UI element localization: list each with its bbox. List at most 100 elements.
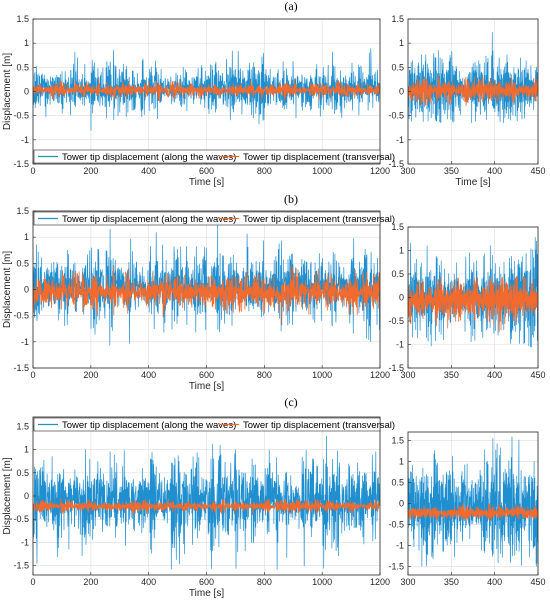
y-tick-label: 1.5 <box>391 222 404 232</box>
x-tick-label: 400 <box>141 166 156 176</box>
legend: Tower tip displacement (along the waves)… <box>33 211 395 226</box>
x-tick-label: 400 <box>487 370 502 380</box>
panel-label: (c) <box>284 395 297 409</box>
x-tick-label: 300 <box>400 370 415 380</box>
x-tick-label: 1000 <box>312 166 332 176</box>
x-axis-label: Time [s] <box>455 177 490 188</box>
x-tick-label: 300 <box>400 166 415 176</box>
y-tick-label: 1.5 <box>16 206 29 216</box>
y-tick-label: 0.5 <box>391 477 404 487</box>
x-tick-label: 600 <box>199 166 214 176</box>
y-tick-label: 0.5 <box>391 269 404 279</box>
legend-entry-text: Tower tip displacement (along the waves) <box>62 420 236 431</box>
y-tick-label: -0.5 <box>388 520 404 530</box>
y-tick-label: -1 <box>396 135 404 145</box>
y-tick-label: -1 <box>21 135 29 145</box>
y-tick-label: 0 <box>399 87 404 97</box>
y-tick-label: 0 <box>399 293 404 303</box>
x-tick-label: 800 <box>257 166 272 176</box>
chart-b-zoom: 300 350 400 450 -1.5 -1 -0.5 0 0.5 1 1.5 <box>388 222 545 380</box>
legend-entry-text: Tower tip displacement (transversal) <box>243 152 395 163</box>
panel-label: (a) <box>284 0 297 13</box>
y-tick-label: 1.5 <box>16 14 29 24</box>
y-tick-label: -0.5 <box>13 111 29 121</box>
y-tick-label: 1 <box>399 456 404 466</box>
x-tick-label: 450 <box>530 577 545 587</box>
y-tick-label: 0 <box>399 499 404 509</box>
legend: Tower tip displacement (along the waves)… <box>33 417 395 432</box>
x-tick-label: 1200 <box>370 166 390 176</box>
x-tick-label: 400 <box>141 577 156 587</box>
legend-box <box>33 211 381 226</box>
y-tick-label: -0.5 <box>388 316 404 326</box>
y-tick-label: -1.5 <box>13 159 29 169</box>
x-tick-label: 350 <box>444 577 459 587</box>
y-tick-label: 1 <box>24 445 29 455</box>
x-tick-label: 0 <box>30 166 35 176</box>
series-line-transversal <box>408 503 538 521</box>
x-tick-label: 1200 <box>370 370 390 380</box>
x-tick-label: 400 <box>141 370 156 380</box>
x-tick-label: 450 <box>530 166 545 176</box>
y-tick-label: -1 <box>21 337 29 347</box>
legend-entry-text: Tower tip displacement (along the waves) <box>62 152 236 163</box>
y-tick-label: -1.5 <box>388 159 404 169</box>
y-tick-label: 1 <box>24 38 29 48</box>
y-tick-label: -1 <box>21 537 29 547</box>
panel-label: (b) <box>284 192 298 206</box>
y-axis-label: Displacement [m] <box>2 53 13 130</box>
series-line-along <box>33 435 380 570</box>
y-tick-label: 0.5 <box>391 62 404 72</box>
y-tick-label: -1.5 <box>388 363 404 373</box>
x-tick-label: 1200 <box>370 577 390 587</box>
y-tick-label: 1.5 <box>391 14 404 24</box>
x-tick-label: 1000 <box>312 370 332 380</box>
y-tick-label: 1 <box>399 38 404 48</box>
series-line-transversal <box>408 75 538 107</box>
x-tick-label: 200 <box>83 370 98 380</box>
x-tick-label: 350 <box>444 166 459 176</box>
y-tick-label: 0 <box>24 491 29 501</box>
x-tick-label: 600 <box>199 370 214 380</box>
chart-c-full: 0 200 400 600 800 1000 1200 -1.5 -1 -0.5 0 0.5 1 1.5 T… <box>2 395 395 599</box>
y-tick-label: 0 <box>24 87 29 97</box>
series-line-transversal <box>33 78 380 102</box>
y-tick-label: 0 <box>24 285 29 295</box>
series-line-transversal <box>408 275 538 332</box>
y-axis-label: Displacement [m] <box>2 251 13 328</box>
legend: Tower tip displacement (along the waves)… <box>33 149 395 164</box>
x-tick-label: 350 <box>444 370 459 380</box>
x-tick-label: 1000 <box>312 577 332 587</box>
legend-entry-text: Tower tip displacement (transversal) <box>243 420 395 431</box>
x-tick-label: 0 <box>30 370 35 380</box>
x-axis-label: Time [s] <box>189 177 224 188</box>
x-tick-label: 400 <box>487 577 502 587</box>
chart-a-zoom: 300 350 400 450 -1.5 -1 -0.5 0 0.5 1 1.5 Time [s] <box>388 14 545 188</box>
y-tick-label: 1 <box>24 232 29 242</box>
legend-entry-text: Tower tip displacement (transversal) <box>243 214 395 225</box>
x-tick-label: 300 <box>400 577 415 587</box>
y-tick-label: -1 <box>396 541 404 551</box>
y-tick-label: -1.5 <box>13 561 29 571</box>
series-line-transversal <box>33 497 380 515</box>
legend-entry-text: Tower tip displacement (along the waves) <box>62 214 236 225</box>
y-tick-label: 1.5 <box>391 435 404 445</box>
x-axis-label: Time [s] <box>189 588 224 599</box>
x-tick-label: 800 <box>257 370 272 380</box>
x-tick-label: 200 <box>83 166 98 176</box>
y-tick-label: 0.5 <box>16 258 29 268</box>
y-tick-label: -1.5 <box>13 363 29 373</box>
legend-box <box>33 417 381 432</box>
y-tick-label: 0.5 <box>16 62 29 72</box>
x-tick-label: 400 <box>487 166 502 176</box>
x-axis-label: Time [s] <box>189 381 224 392</box>
x-tick-label: 450 <box>530 370 545 380</box>
y-tick-label: -1 <box>396 340 404 350</box>
y-tick-label: -0.5 <box>388 111 404 121</box>
y-tick-label: 1.5 <box>16 421 29 431</box>
chart-b-full: 0 200 400 600 800 1000 1200 -1.5 -1 -0.5 0 0.5 1 1.5 T… <box>2 192 395 392</box>
x-tick-label: 800 <box>257 577 272 587</box>
chart-a-full: 0 200 400 600 800 1000 1200 -1.5 -1 -0.5 0 0.5 1 1.5 T… <box>2 0 395 188</box>
y-tick-label: -0.5 <box>13 514 29 524</box>
